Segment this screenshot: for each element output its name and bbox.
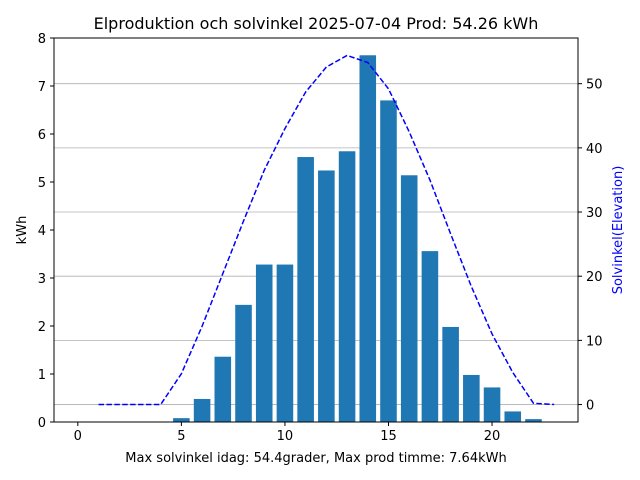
y-tick-label: 4 (38, 224, 46, 239)
y2-tick-label: 20 (586, 270, 603, 285)
bar (525, 419, 542, 422)
bar (193, 398, 211, 422)
bar-layer (173, 55, 542, 423)
y-tick-label: 5 (38, 176, 46, 191)
y2-axis-ticks: 0 10 20 30 40 50 (578, 78, 603, 414)
bar (173, 418, 190, 422)
bar (400, 175, 418, 422)
x-tick-label: 0 (74, 429, 82, 444)
x-tick-label: 10 (277, 429, 294, 444)
x-tick-label: 15 (380, 429, 397, 444)
y2-tick-label: 50 (586, 78, 603, 93)
y2-tick-label: 30 (586, 206, 603, 221)
y-axis-label: kWh (15, 216, 30, 245)
bar (297, 157, 314, 423)
bar (235, 304, 252, 422)
x-axis-ticks: 0 5 10 15 20 (74, 422, 501, 444)
y2-axis-label: Solvinkel(Elevation) (611, 166, 626, 295)
y2-tick-label: 40 (586, 142, 603, 157)
y-tick-label: 7 (38, 80, 46, 95)
y-tick-label: 6 (38, 128, 46, 143)
y-tick-label: 2 (38, 320, 46, 335)
bar (255, 264, 273, 422)
y2-tick-label: 0 (586, 399, 594, 414)
x-tick-label: 20 (484, 429, 501, 444)
y-tick-label: 1 (38, 368, 46, 383)
bar (380, 100, 397, 423)
x-axis-label: Max solvinkel idag: 54.4grader, Max prod… (125, 451, 506, 466)
y-tick-label: 8 (38, 32, 46, 47)
bar (504, 411, 522, 422)
bar (359, 55, 377, 422)
x-tick-label: 5 (177, 429, 185, 444)
elevation-line (98, 54, 555, 406)
y2-tick-label: 10 (586, 334, 603, 349)
bar (338, 151, 356, 422)
y-tick-label: 0 (38, 416, 46, 431)
bar (318, 170, 335, 422)
line-layer (98, 54, 555, 406)
chart-title: Elproduktion och solvinkel 2025-07-04 Pr… (94, 14, 539, 33)
y-axis-ticks: 0 1 2 3 4 5 6 7 8 (38, 32, 54, 431)
bar (442, 326, 459, 422)
bar (214, 356, 232, 422)
bar (483, 387, 501, 422)
y-tick-label: 3 (38, 272, 46, 287)
bar (276, 264, 294, 422)
bar (421, 251, 439, 422)
bar (463, 374, 480, 422)
